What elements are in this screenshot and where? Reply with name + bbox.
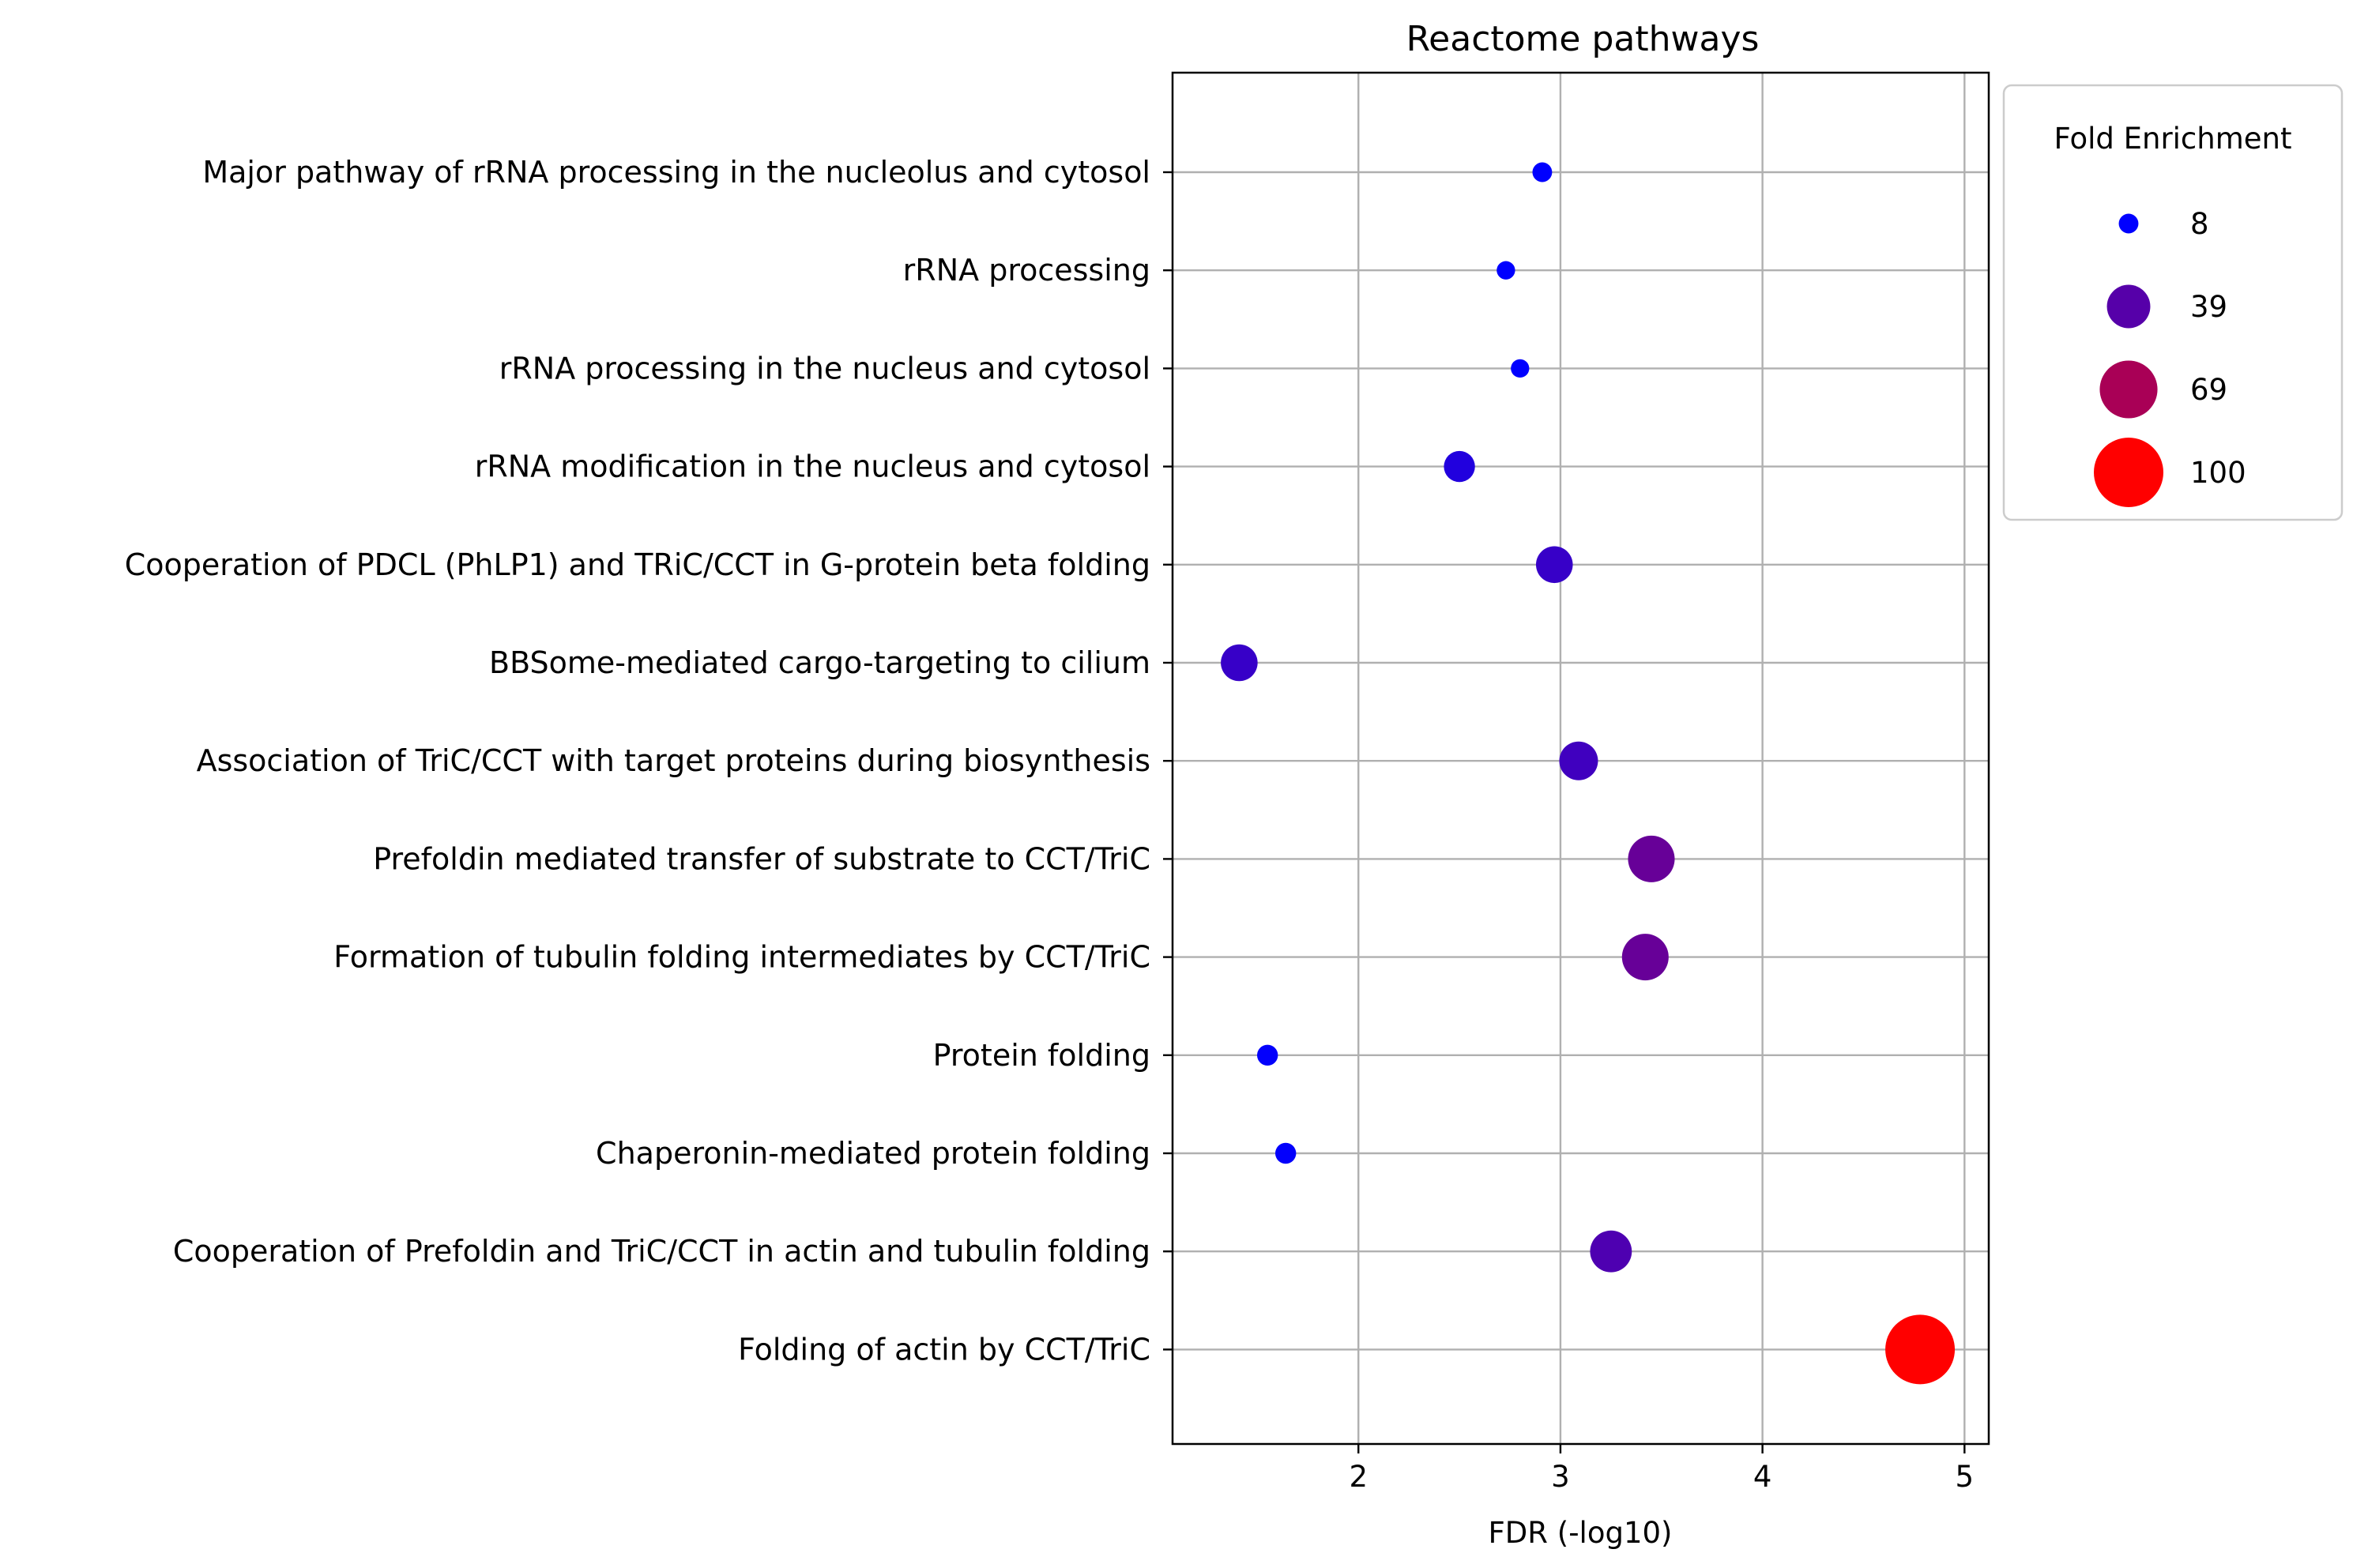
data-points bbox=[1221, 162, 1956, 1385]
y-category-label: rRNA processing bbox=[903, 253, 1150, 288]
legend-marker bbox=[2106, 284, 2151, 329]
x-tick-label: 3 bbox=[1551, 1460, 1570, 1494]
legend-marker bbox=[2099, 360, 2158, 419]
x-axis-label: FDR (-log10) bbox=[1489, 1516, 1673, 1550]
data-point bbox=[1628, 835, 1675, 882]
y-category-label: Protein folding bbox=[933, 1038, 1150, 1073]
data-point bbox=[1274, 1142, 1297, 1164]
legend-title: Fold Enrichment bbox=[2054, 122, 2291, 156]
x-tick-label: 5 bbox=[1956, 1460, 1975, 1494]
grid bbox=[1173, 73, 1989, 1444]
data-point bbox=[1497, 261, 1515, 280]
y-category-label: rRNA modification in the nucleus and cyt… bbox=[475, 449, 1150, 484]
plot-frame bbox=[1171, 71, 1990, 1446]
data-point bbox=[1444, 450, 1475, 483]
legend-marker bbox=[2094, 438, 2163, 507]
y-category-label: rRNA processing in the nucleus and cytos… bbox=[499, 351, 1150, 385]
data-point bbox=[1532, 162, 1553, 182]
y-category-label: Prefoldin mediated transfer of substrate… bbox=[373, 841, 1150, 876]
x-axis-ticks: 2 3 4 5 bbox=[1163, 171, 1975, 1494]
legend-marker bbox=[2118, 213, 2139, 234]
legend-label: 39 bbox=[2190, 290, 2227, 324]
data-point bbox=[1590, 1230, 1632, 1273]
chart-title: Reactome pathways bbox=[1406, 19, 1760, 59]
y-category-label: Formation of tubulin folding intermediat… bbox=[333, 940, 1150, 975]
data-point bbox=[1511, 359, 1530, 378]
x-tick-label: 2 bbox=[1349, 1460, 1368, 1494]
y-axis-category-labels: Major pathway of rRNA processing in the … bbox=[125, 155, 1150, 1367]
data-point bbox=[1885, 1314, 1956, 1385]
data-point bbox=[1535, 546, 1573, 584]
legend-box bbox=[2002, 84, 2344, 521]
data-point bbox=[1256, 1044, 1278, 1066]
legend-label: 100 bbox=[2190, 456, 2246, 490]
y-category-label: Folding of actin by CCT/TriC bbox=[738, 1332, 1150, 1367]
data-point bbox=[1559, 741, 1598, 780]
data-point bbox=[1621, 934, 1669, 981]
y-category-label: Association of TriC/CCT with target prot… bbox=[197, 743, 1150, 778]
x-tick-label: 4 bbox=[1753, 1460, 1772, 1494]
y-category-label: Chaperonin-mediated protein folding bbox=[596, 1136, 1150, 1171]
data-point bbox=[1221, 644, 1258, 682]
y-category-label: Cooperation of PDCL (PhLP1) and TRiC/CCT… bbox=[125, 547, 1150, 582]
legend-entries: 8 39 69 100 bbox=[2094, 207, 2246, 507]
y-category-label: Cooperation of Prefoldin and TriC/CCT in… bbox=[173, 1234, 1150, 1269]
legend-label: 8 bbox=[2190, 207, 2209, 241]
y-category-label: BBSome-mediated cargo-targeting to ciliu… bbox=[489, 645, 1150, 680]
y-category-label: Major pathway of rRNA processing in the … bbox=[202, 155, 1150, 190]
legend: Fold Enrichment 8 39 69 100 bbox=[2002, 84, 2344, 521]
legend-label: 69 bbox=[2190, 373, 2227, 407]
